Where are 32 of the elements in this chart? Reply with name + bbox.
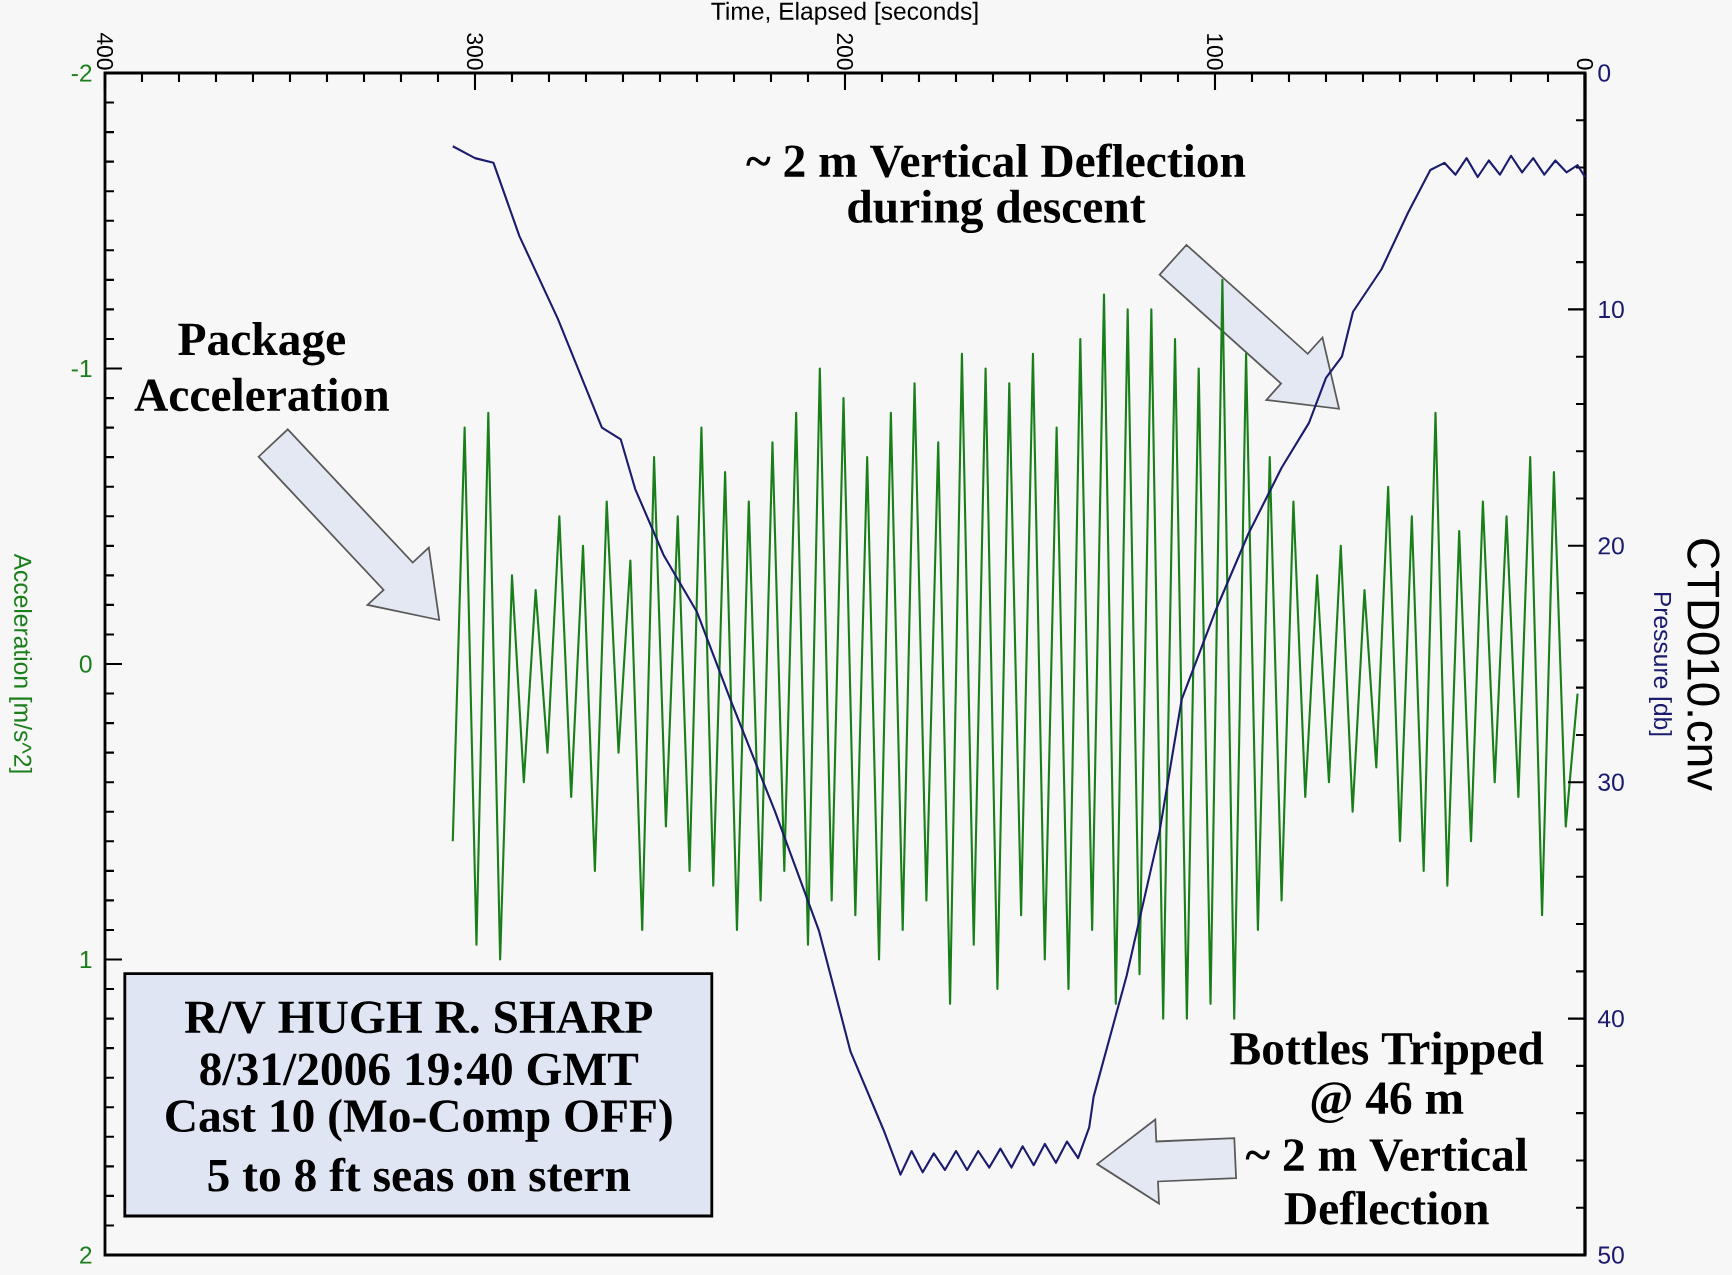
annotation: Acceleration: [134, 377, 389, 412]
annotation: Cast 10 (Mo-Comp OFF): [166, 1098, 672, 1142]
annotation: 8/31/2006 19:40 GMT: [200, 1053, 639, 1086]
y-tick-label: -2: [71, 64, 92, 82]
x-tick-label: 300: [466, 33, 484, 70]
annotation: during descent: [848, 189, 1146, 234]
y-tick-label: 2: [80, 1246, 92, 1264]
annotation: ~ 2 m Vertical Deflection: [746, 143, 1246, 178]
x-axis-title: Time, Elapsed [seconds]: [711, 1, 978, 25]
y2-axis-title: Pressure [db]: [1648, 592, 1672, 736]
y2-tick-label: 10: [1599, 300, 1624, 319]
x-tick-label: 100: [1206, 34, 1224, 70]
annotation: 5 to 8 ft seas on stern: [208, 1157, 631, 1192]
y-axis-title: Acceleration [m/s^2]: [9, 553, 33, 773]
x-tick-label: 400: [96, 32, 114, 70]
annotation: Deflection: [1284, 1190, 1489, 1225]
annotation: @ 46 m: [1311, 1082, 1464, 1123]
x-tick-label: 200: [836, 33, 854, 70]
y2-tick-label: 30: [1598, 773, 1624, 791]
annotation: R/V HUGH R. SHARP: [184, 1001, 653, 1034]
y2-tick-label: 0: [1598, 64, 1611, 82]
text: CTD010.cnv: [1687, 539, 1720, 791]
annotation: ~ 2 m Vertical: [1245, 1137, 1528, 1172]
y-tick-label: 0: [79, 655, 92, 673]
x-tick-label: 0: [1576, 58, 1594, 70]
annotation: Package: [178, 322, 345, 366]
y-tick-label: -1: [71, 360, 92, 377]
y2-tick-label: 50: [1598, 1246, 1624, 1264]
y-tick-label: 1: [80, 951, 92, 968]
annotation: Bottles Tripped: [1230, 1031, 1544, 1075]
y2-tick-label: 20: [1598, 537, 1624, 555]
y2-tick-label: 40: [1597, 1009, 1624, 1028]
